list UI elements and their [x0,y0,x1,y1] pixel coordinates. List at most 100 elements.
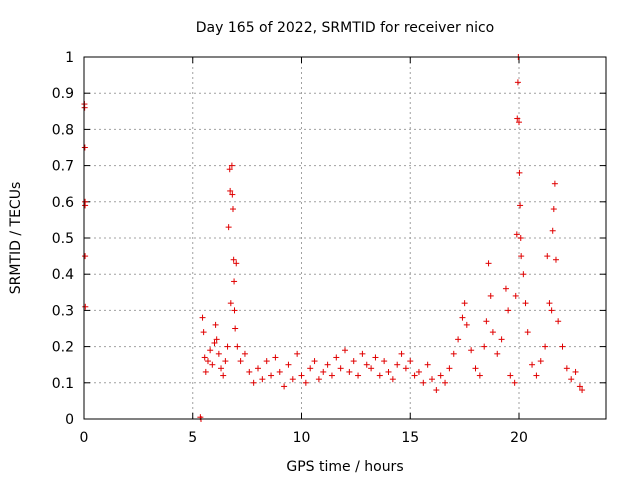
data-point [516,169,523,176]
data-point [394,361,401,368]
data-point [213,336,220,343]
data-point [485,260,492,267]
data-point [263,358,270,365]
data-point [346,368,353,375]
data-point [372,354,379,361]
data-point [81,144,88,151]
data-point [505,307,512,314]
data-point [429,376,435,383]
data-point [276,368,283,375]
data-point [546,300,553,307]
data-point [381,358,388,365]
data-point [359,350,366,357]
data-point [424,361,431,368]
data-point [544,253,551,260]
data-point [568,376,575,383]
data-point [294,350,301,357]
y-axis-label: SRMTID / TECUs [8,182,24,295]
data-point [201,354,208,361]
y-tick-label: 0.4 [52,267,74,283]
y-axis-ticks: 0 0.1 0.2 0.3 0.4 0.5 0.6 0.7 0.8 0.9 1 [52,50,606,428]
data-point [461,300,468,307]
data-point [81,104,88,111]
data-point [549,227,556,234]
data-point [563,365,570,372]
data-point [246,368,253,375]
data-point [229,191,236,198]
data-point [442,379,449,386]
data-point [220,372,227,379]
data-point [218,365,225,372]
x-axis-label: GPS time / hours [286,459,403,475]
data-point [389,376,396,383]
y-tick-label: 0.5 [52,231,74,247]
data-point [402,365,409,372]
data-point [513,231,520,238]
y-tick-label: 0.3 [52,303,74,319]
data-point [82,303,89,310]
data-point [555,318,562,325]
data-point [298,372,305,379]
data-point [415,368,422,375]
data-point [376,372,383,379]
data-point [229,206,236,213]
data-point [82,202,89,209]
y-tick-label: 0.1 [52,376,74,392]
data-point [529,361,536,368]
data-point [459,314,466,321]
data-point [518,253,525,260]
data-point [315,376,322,383]
data-point [455,336,462,343]
x-tick-label: 0 [80,430,89,446]
data-point [385,368,392,375]
grid [84,57,606,419]
data-point [222,358,229,365]
data-point [281,383,288,390]
data-point [231,307,238,314]
data-point [307,365,314,372]
data-point [551,180,558,187]
data-point [522,300,529,307]
data-point [212,321,219,328]
x-tick-label: 5 [188,430,197,446]
data-point [337,365,344,372]
data-point [215,350,222,357]
data-point [272,354,279,361]
data-point [472,365,479,372]
data-point [225,224,232,231]
data-point [237,358,244,365]
data-point [579,387,586,394]
data-point [234,343,241,350]
data-point [224,343,231,350]
data-points [81,54,586,422]
data-point [533,372,540,379]
data-point [516,119,522,126]
data-point [211,339,218,346]
data-point [302,379,309,386]
data-point [226,166,233,173]
x-tick-label: 20 [510,430,528,446]
x-axis-ticks: 0 5 10 15 20 [80,57,528,446]
data-point [517,235,524,241]
data-point [204,358,211,365]
data-point [199,314,206,321]
data-point [450,350,457,357]
y-tick-label: 0.9 [52,86,74,102]
data-point [463,321,470,328]
data-point [289,376,296,383]
data-point [368,365,375,372]
data-point [572,368,579,375]
data-point [498,336,505,343]
data-point [437,372,444,379]
data-point [446,365,453,372]
data-point [507,372,514,379]
data-point [250,379,257,386]
y-tick-label: 0.7 [52,159,74,175]
data-point [200,329,207,336]
data-point [227,300,234,307]
y-tick-label: 1 [65,50,74,66]
data-point [502,285,509,292]
data-point [514,115,521,122]
data-point [542,343,549,350]
data-point [476,372,483,379]
